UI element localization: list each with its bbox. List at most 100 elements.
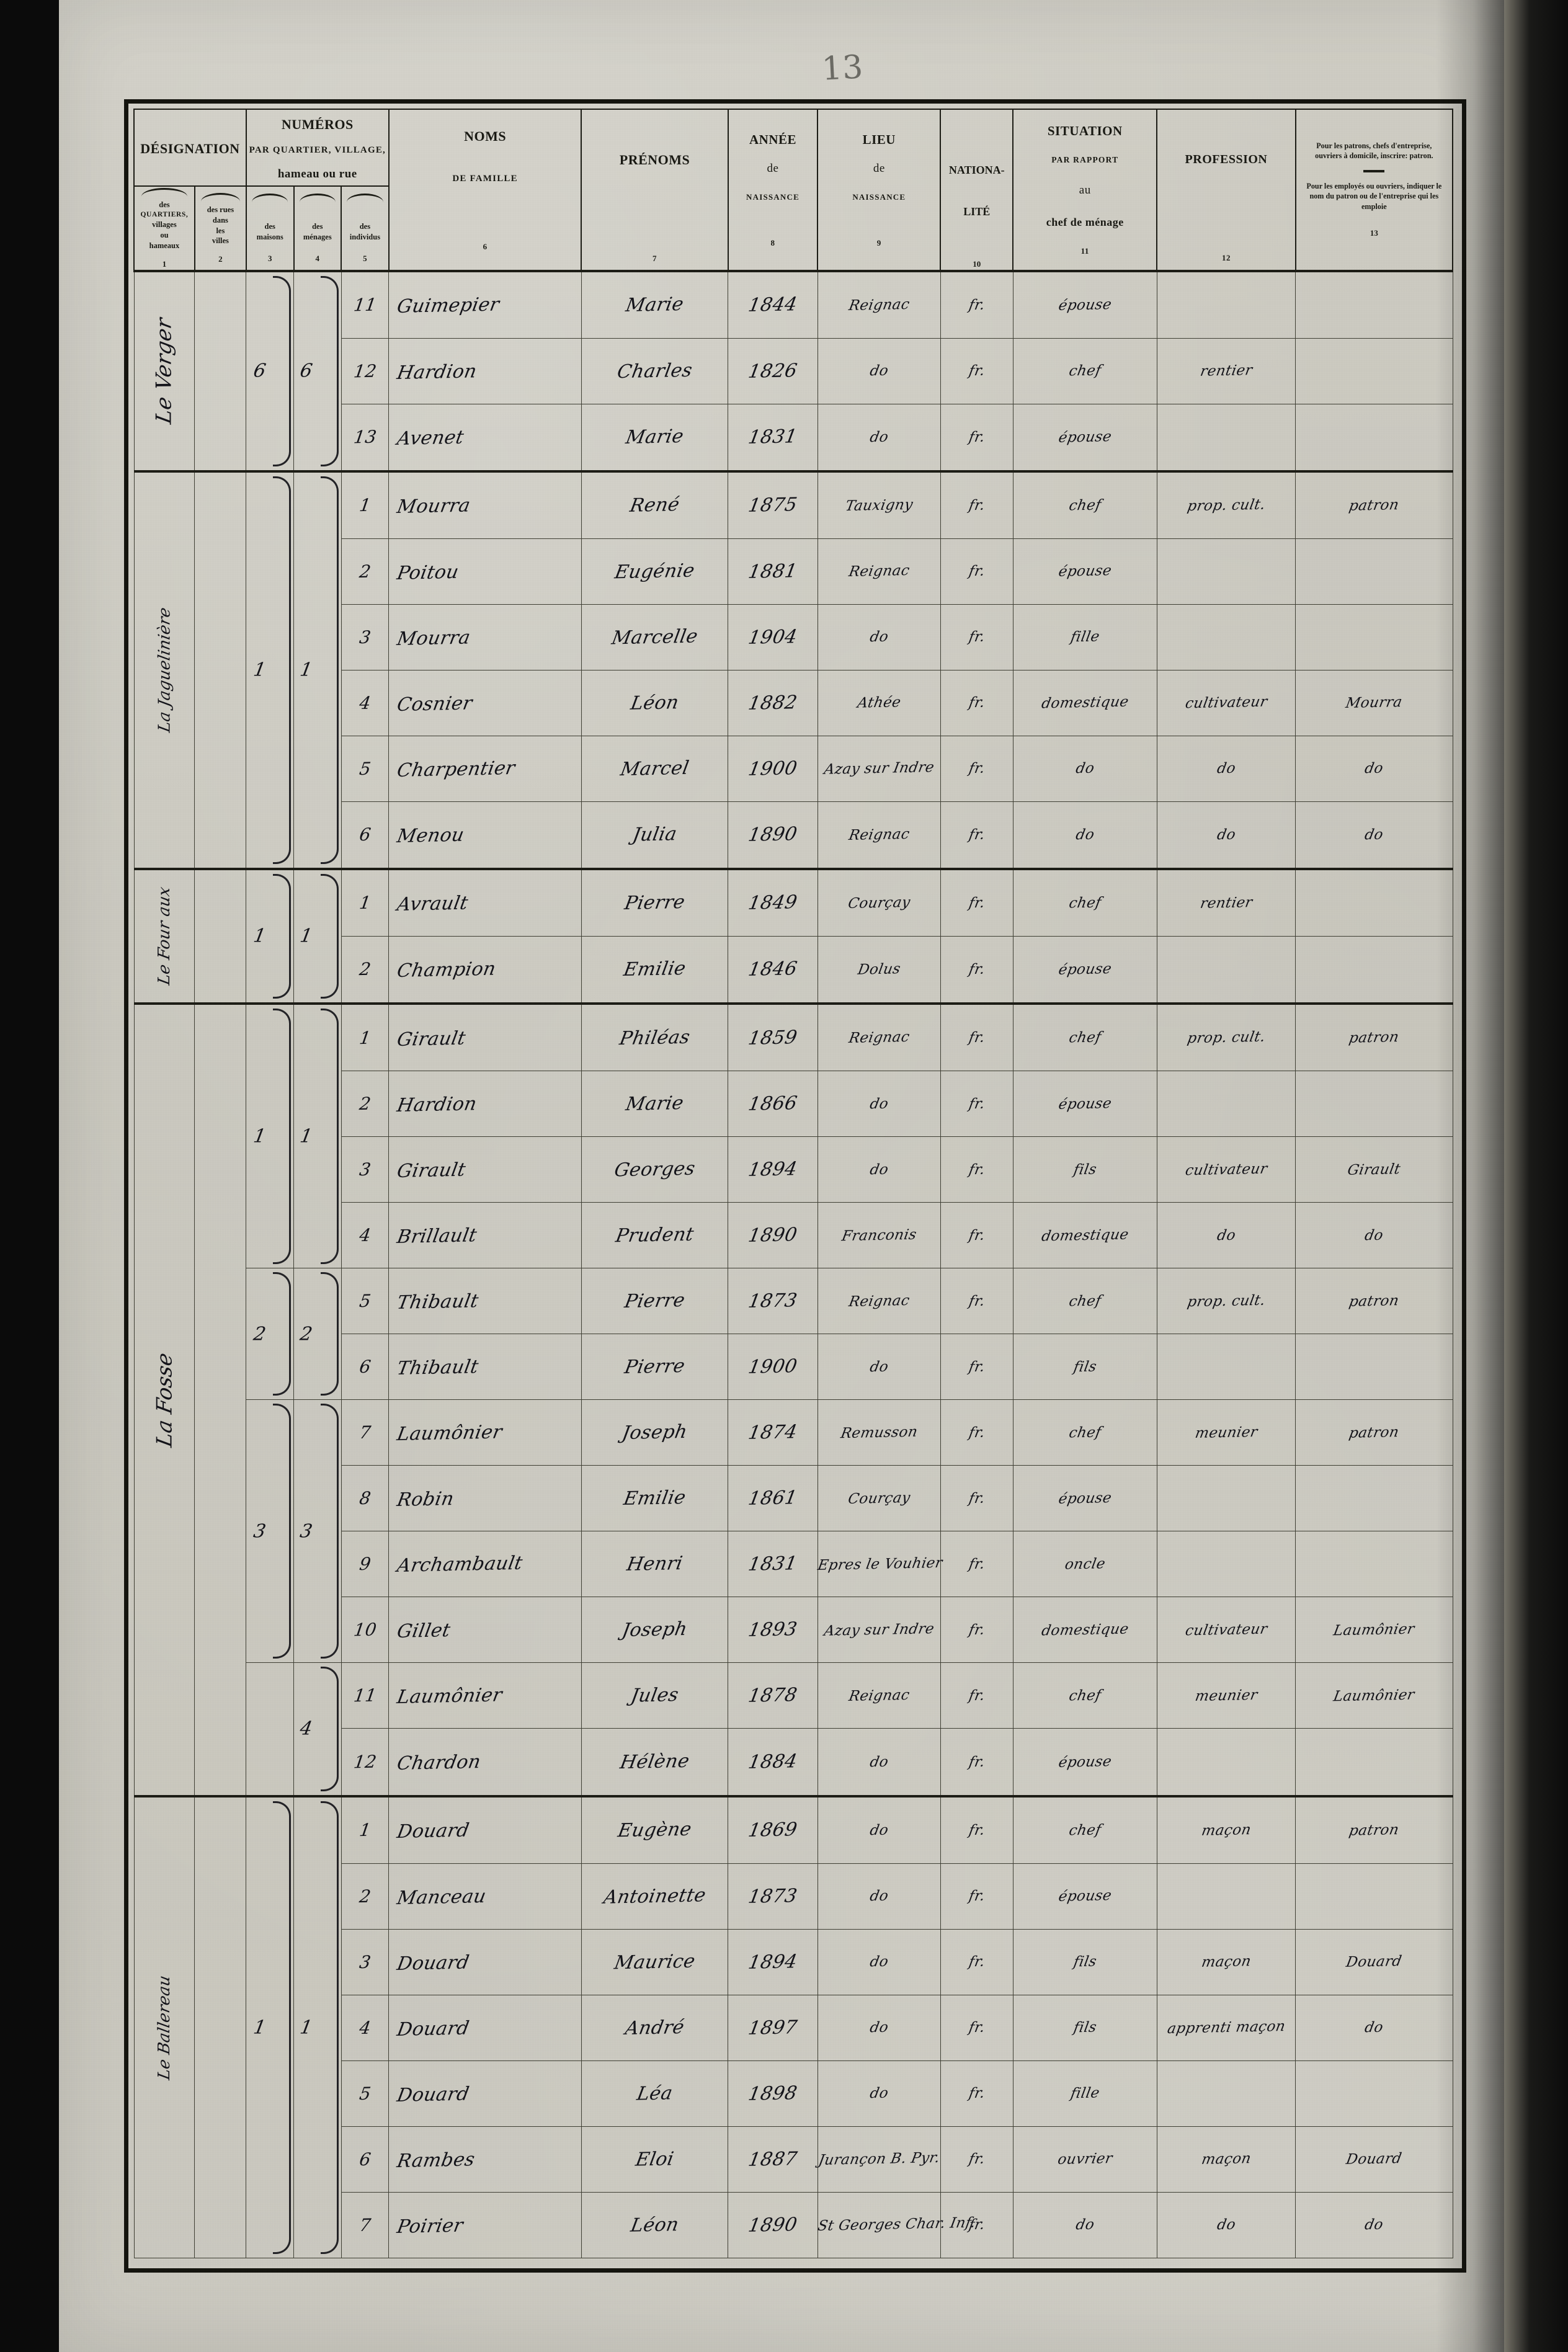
- menage-brace: [320, 1008, 339, 1265]
- cell-patron-text: [1296, 1497, 1453, 1500]
- cell-nationalite-text: fr.: [967, 1358, 986, 1375]
- cell-annee: 1881: [728, 538, 818, 605]
- header-prenoms: PRÉNOMS 7: [581, 109, 729, 272]
- cell-lieu: Reignac: [817, 538, 941, 605]
- menage-number: 1: [298, 1125, 314, 1147]
- cell-menage-number: 3: [293, 1399, 342, 1664]
- cell-situation-text: chef: [1067, 497, 1103, 514]
- cell-patron: do: [1295, 1994, 1453, 2061]
- cell-nom-text: Laumônier: [395, 1421, 504, 1446]
- cell-patron: [1295, 337, 1453, 404]
- cell-lieu: Dolus: [817, 935, 941, 1004]
- cell-lieu: do: [817, 1136, 941, 1203]
- cell-patron-text: [1296, 636, 1453, 639]
- cell-situation: domestique: [1012, 1202, 1157, 1269]
- cell-individu: 11: [341, 1662, 390, 1729]
- table-row: Le Ballereau 1 1 1 Douard Eugène 1869 do fr. chef…: [133, 1794, 1453, 2258]
- cell-profession-text: prop. cult.: [1185, 1028, 1267, 1047]
- cell-individu: 5: [341, 1268, 390, 1335]
- table-row: 2 Manceau Antoinette 1873 do fr. épouse: [134, 1863, 1453, 1930]
- cell-profession: [1156, 1071, 1296, 1138]
- table-row: 4 11 Laumônier Jules 1878 Reignac fr. chef meuni…: [134, 1662, 1453, 1797]
- cell-nom-text: Mourra: [395, 626, 473, 650]
- cell-nationalite: fr.: [940, 1928, 1013, 1995]
- cell-profession-text: meunier: [1193, 1686, 1259, 1704]
- header-col-number-6: 6: [483, 241, 488, 251]
- header-numeros-title: NUMÉROS: [281, 117, 354, 132]
- cell-situation-text: épouse: [1057, 1489, 1113, 1507]
- cell-nom: Robin: [388, 1465, 582, 1532]
- cell-situation-text: épouse: [1057, 428, 1113, 446]
- cell-lieu: Epres le Vouhier: [816, 1531, 943, 1598]
- table-row: 2 2 5 Thibault Pierre 1873 Reignac fr. chef prop.…: [134, 1268, 1453, 1401]
- cell-annee-text: 1875: [746, 494, 800, 517]
- cell-nom-text: Douard: [395, 1951, 471, 1975]
- cell-nom: Archambault: [388, 1531, 582, 1598]
- cell-annee: 1887: [728, 2126, 818, 2193]
- cell-profession-text: maçon: [1200, 1821, 1252, 1839]
- cell-nom-text: Hardion: [395, 1093, 479, 1116]
- cell-annee: 1890: [728, 2191, 818, 2259]
- cell-individu-text: 4: [357, 2017, 372, 2038]
- cell-nationalite: fr.: [940, 538, 1013, 605]
- cell-nom-text: Rambes: [395, 2149, 477, 2172]
- cell-prenom-text: Antoinette: [602, 1884, 708, 1909]
- menage-number: 1: [298, 659, 314, 681]
- cell-annee-text: 1887: [746, 2147, 800, 2171]
- menage-number: 1: [298, 925, 314, 947]
- village-label: Le Four aux: [154, 886, 174, 987]
- table-row: 4 Cosnier Léon 1882 Athée fr. domestique cultiv…: [134, 669, 1453, 736]
- cell-profession-text: [1157, 303, 1295, 306]
- cell-prenom: Hélène: [581, 1728, 729, 1797]
- header-rues: des rues dans les villes 2: [194, 185, 247, 272]
- cell-rue: [194, 1002, 247, 1797]
- cell-nom-text: Chardon: [395, 1751, 483, 1775]
- header-col-number-2: 2: [218, 254, 223, 264]
- cell-situation: fils: [1012, 1994, 1157, 2061]
- cell-village: Le Verger: [133, 269, 195, 472]
- cell-profession: cultivateur: [1156, 1136, 1296, 1203]
- cell-nom: Champion: [388, 935, 582, 1004]
- menage-brace: [320, 1272, 339, 1396]
- cell-prenom: Joseph: [581, 1399, 729, 1466]
- cell-lieu: Reignac: [817, 1268, 941, 1335]
- cell-lieu: Franconis: [817, 1202, 941, 1269]
- cell-annee: 1873: [728, 1863, 818, 1930]
- maison-number: 1: [252, 1125, 268, 1147]
- cell-lieu-text: do: [868, 429, 890, 445]
- cell-prenom: André: [581, 1994, 729, 2061]
- cell-menage-number: 1: [293, 1794, 342, 2258]
- table-row: 3 Girault Georges 1894 do fr. fils cultivateur G…: [134, 1136, 1453, 1203]
- table-row: 7 Poirier Léon 1890 St Georges Char. Inf. fr.…: [134, 2191, 1453, 2259]
- cell-nationalite: fr.: [940, 1597, 1013, 1664]
- cell-patron-text: Laumônier: [1332, 1686, 1416, 1705]
- cell-profession: maçon: [1156, 1928, 1296, 1995]
- cell-nationalite: fr.: [940, 1994, 1013, 2061]
- cell-annee: 1873: [728, 1268, 818, 1335]
- cell-prenom-text: Hélène: [618, 1750, 692, 1774]
- header-situation-l4: chef de ménage: [1046, 215, 1124, 228]
- cell-profession: [1156, 604, 1296, 670]
- cell-profession-text: [1157, 570, 1295, 573]
- cell-situation-text: do: [1074, 826, 1096, 844]
- cell-situation: fille: [1012, 2060, 1157, 2127]
- cell-profession: do: [1156, 1202, 1296, 1269]
- maison-number: 6: [252, 360, 268, 382]
- cell-situation-text: domestique: [1040, 1621, 1130, 1639]
- cell-patron-text: patron: [1348, 1029, 1401, 1046]
- cell-profession: cultivateur: [1156, 1597, 1296, 1664]
- cell-profession: [1156, 1728, 1296, 1797]
- cell-nom: Thibault: [388, 1334, 582, 1401]
- cell-nationalite-text: fr.: [967, 429, 986, 445]
- cell-individu-text: 12: [352, 1751, 378, 1773]
- cell-annee-text: 1890: [746, 1224, 800, 1247]
- cell-individu: 6: [341, 1334, 390, 1401]
- cell-individu: 3: [341, 604, 390, 670]
- cell-maison-number: 2: [246, 1268, 294, 1401]
- cell-nationalite: fr.: [940, 1002, 1013, 1072]
- cell-individu-text: 1: [357, 495, 372, 516]
- cell-annee: 1890: [728, 801, 818, 870]
- cell-situation: chef: [1012, 1794, 1157, 1864]
- cell-patron: [1295, 1465, 1453, 1532]
- cell-nom: Hardion: [388, 337, 582, 404]
